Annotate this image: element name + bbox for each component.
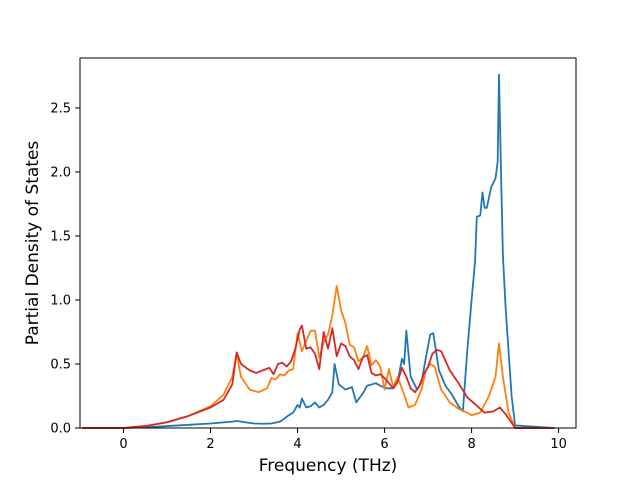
x-tick-label: 10	[550, 437, 567, 452]
y-axis-title: Partial Density of States	[23, 141, 43, 346]
y-tick-label: 1.5	[50, 229, 71, 244]
x-tick-label: 6	[380, 437, 388, 452]
y-tick-label: 1.0	[50, 293, 71, 308]
plot-frame	[79, 57, 577, 429]
x-tick-label: 0	[119, 437, 127, 452]
x-tick-label: 2	[206, 437, 214, 452]
y-tick-label: 2.5	[50, 101, 71, 116]
series-line-3	[82, 324, 555, 429]
series-layer	[82, 73, 555, 429]
y-tick-label: 0.5	[50, 357, 71, 372]
y-axis-ticks: 0.0 0.5 1.0 1.5 2.0 2.5	[50, 101, 80, 437]
series-line-2	[82, 284, 555, 429]
y-tick-label: 2.0	[50, 165, 71, 180]
x-tick-label: 8	[467, 437, 475, 452]
x-tick-label: 4	[293, 437, 301, 452]
x-axis-ticks: 0 2 4 6 8 10	[119, 428, 567, 452]
series-line-1	[82, 73, 555, 429]
y-tick-label: 0.0	[50, 422, 71, 437]
x-axis-title: Frequency (THz)	[259, 456, 398, 476]
